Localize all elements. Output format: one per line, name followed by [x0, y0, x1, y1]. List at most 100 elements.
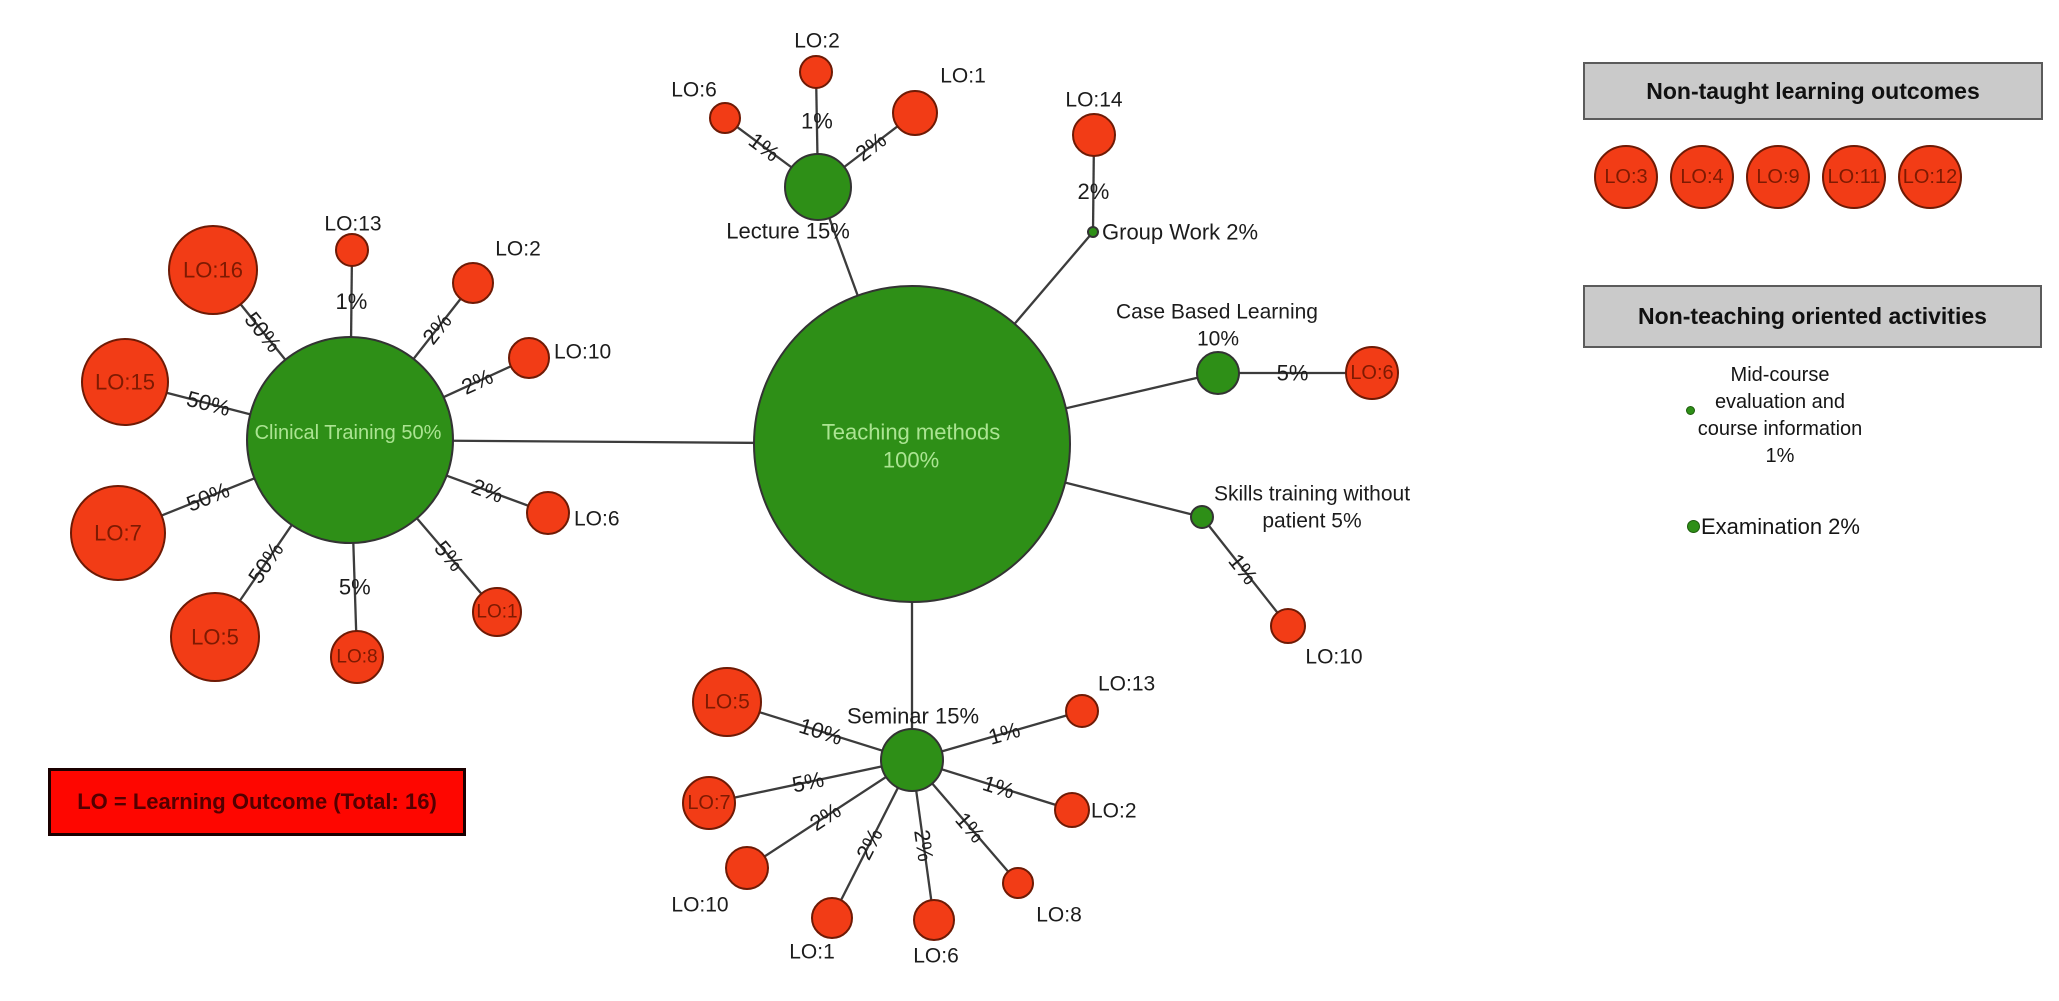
- edge-label-clinical-cl_lo5: 50%: [243, 538, 289, 588]
- node-label-skills_lo10: LO:10: [1305, 646, 1362, 669]
- examination-label: Examination 2%: [1701, 514, 1860, 539]
- edge-label-clinical-cl_lo10: 2%: [458, 364, 497, 400]
- non-taught-outcome-label: LO:12: [1902, 165, 1958, 188]
- node-sem_lo8: [1002, 867, 1034, 899]
- edge-label-clinical-cl_lo8: 5%: [339, 574, 371, 599]
- node-clinical: [246, 336, 454, 544]
- node-label-sem_lo1: LO:1: [789, 941, 835, 964]
- midcourse-evaluation-dot-icon: [1686, 406, 1695, 415]
- midcourse-evaluation-line: 1%: [1765, 445, 1795, 467]
- midcourse-evaluation-line: evaluation and: [1714, 391, 1846, 413]
- node-cl_lo2: [452, 262, 494, 304]
- node-group_work: [1087, 226, 1099, 238]
- non-taught-outcome-label: LO:4: [1680, 165, 1724, 188]
- node-label-lec_lo2: LO:2: [794, 30, 840, 53]
- edge-label-group_work-gw_lo14: 2%: [1078, 179, 1110, 204]
- node-label-cl_lo16: LO:16: [183, 258, 243, 283]
- edge-label-seminar-sem_lo2: 1%: [980, 770, 1018, 803]
- node-label-case_based-1: 10%: [1197, 328, 1239, 351]
- edge-label-lecture-lec_lo6: 1%: [744, 128, 784, 167]
- node-label-teaching-0: Teaching methods: [822, 420, 1001, 445]
- node-sem_lo13: [1065, 694, 1099, 728]
- edge-label-clinical-cl_lo16: 50%: [239, 307, 286, 357]
- edge-label-clinical-cl_lo6: 2%: [468, 473, 506, 507]
- examination-dot-icon: [1687, 520, 1700, 533]
- node-lec_lo1: [892, 90, 938, 136]
- edge-label-seminar-sem_lo6: 2%: [909, 828, 938, 863]
- node-label-cbl_lo6: LO:6: [1350, 362, 1393, 384]
- node-label-lec_lo1: LO:1: [940, 65, 986, 88]
- non-taught-outcomes-row: LO:3 LO:4 LO:9 LO:11 LO:12: [1594, 145, 1962, 209]
- node-label-cl_lo2: LO:2: [495, 238, 541, 261]
- node-cl_lo10: [508, 337, 550, 379]
- edge-label-clinical-cl_lo13: 1%: [336, 289, 368, 314]
- non-taught-panel-title: Non-taught learning outcomes: [1646, 77, 1980, 104]
- node-label-gw_lo14: LO:14: [1065, 89, 1123, 112]
- node-cl_lo6: [526, 491, 570, 535]
- edge-label-seminar-sem_lo5: 10%: [796, 713, 846, 750]
- node-sem_lo2: [1054, 792, 1090, 828]
- edge-label-seminar-sem_lo1: 2%: [851, 824, 888, 864]
- node-label-case_based-0: Case Based Learning: [1116, 301, 1318, 324]
- node-label-group_work: Group Work 2%: [1102, 220, 1258, 245]
- edge-label-lecture-lec_lo2: 1%: [801, 109, 833, 134]
- edge-label-skills_training-skills_lo10: 1%: [1223, 549, 1262, 589]
- non-teaching-panel-header: Non-teaching oriented activities: [1583, 285, 2042, 348]
- node-seminar: [880, 728, 944, 792]
- node-lec_lo6: [709, 102, 741, 134]
- non-taught-outcome-label: LO:9: [1756, 165, 1800, 188]
- node-cl_lo1: [472, 587, 522, 637]
- node-label-clinical: Clinical Training 50%: [255, 422, 442, 444]
- node-label-cl_lo5: LO:5: [191, 625, 239, 650]
- node-lec_lo2: [799, 55, 833, 89]
- edge-label-seminar-sem_lo7: 5%: [790, 766, 826, 797]
- node-label-lecture: Lecture 15%: [726, 219, 850, 244]
- edge-seminar-sem_lo7: [708, 758, 913, 805]
- edge-label-clinical-cl_lo1: 5%: [429, 536, 469, 576]
- legend-box: LO = Learning Outcome (Total: 16): [48, 768, 466, 836]
- node-label-seminar: Seminar 15%: [847, 704, 979, 729]
- edge-seminar-sem_lo10: [746, 759, 913, 869]
- node-label-cl_lo15: LO:15: [95, 370, 155, 395]
- edge-label-seminar-sem_lo10: 2%: [805, 798, 845, 836]
- node-skills_lo10: [1270, 608, 1306, 644]
- node-cl_lo7: [70, 485, 166, 581]
- non-taught-outcome-circle: LO:4: [1670, 145, 1734, 209]
- node-cl_lo5: [170, 592, 260, 682]
- midcourse-evaluation-line: course information: [1697, 418, 1863, 440]
- node-sem_lo5: [692, 667, 762, 737]
- edge-label-case_based-cbl_lo6: 5%: [1277, 361, 1309, 386]
- node-label-sem_lo7: LO:7: [687, 792, 730, 814]
- edge-skills_training-skills_lo10: [1201, 516, 1289, 627]
- edge-label-seminar-sem_lo13: 1%: [985, 717, 1022, 750]
- node-label-sem_lo10: LO:10: [671, 894, 728, 917]
- node-sem_lo10: [725, 846, 769, 890]
- node-cl_lo16: [168, 225, 258, 315]
- node-cl_lo15: [81, 338, 169, 426]
- node-label-cl_lo6: LO:6: [574, 508, 620, 531]
- node-cbl_lo6: [1345, 346, 1399, 400]
- midcourse-evaluation-label: Mid-course evaluation and course informati…: [1658, 362, 1902, 470]
- non-taught-outcome-label: LO:3: [1604, 165, 1648, 188]
- edge-label-seminar-sem_lo8: 1%: [950, 807, 990, 847]
- edge-label-lecture-lec_lo1: 2%: [851, 127, 891, 166]
- node-gw_lo14: [1072, 113, 1116, 157]
- non-teaching-panel-title: Non-teaching oriented activities: [1638, 303, 1987, 329]
- node-sem_lo6: [913, 899, 955, 941]
- node-skills_training: [1190, 505, 1214, 529]
- node-label-teaching-1: 100%: [883, 448, 939, 473]
- non-taught-outcome-circle: LO:3: [1594, 145, 1658, 209]
- node-label-sem_lo13: LO:13: [1098, 673, 1155, 696]
- node-label-cl_lo1: LO:1: [476, 602, 517, 623]
- node-cl_lo8: [330, 630, 384, 684]
- non-taught-outcome-circle: LO:9: [1746, 145, 1810, 209]
- node-label-cl_lo8: LO:8: [336, 647, 377, 668]
- midcourse-evaluation-line: Mid-course: [1730, 364, 1830, 386]
- node-lecture: [784, 153, 852, 221]
- node-sem_lo7: [682, 776, 736, 830]
- node-case_based: [1196, 351, 1240, 395]
- edge-label-clinical-cl_lo7: 50%: [183, 477, 233, 517]
- edge-label-clinical-cl_lo2: 2%: [417, 309, 456, 349]
